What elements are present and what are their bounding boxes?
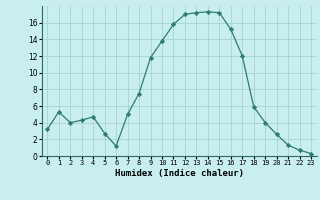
X-axis label: Humidex (Indice chaleur): Humidex (Indice chaleur) (115, 169, 244, 178)
